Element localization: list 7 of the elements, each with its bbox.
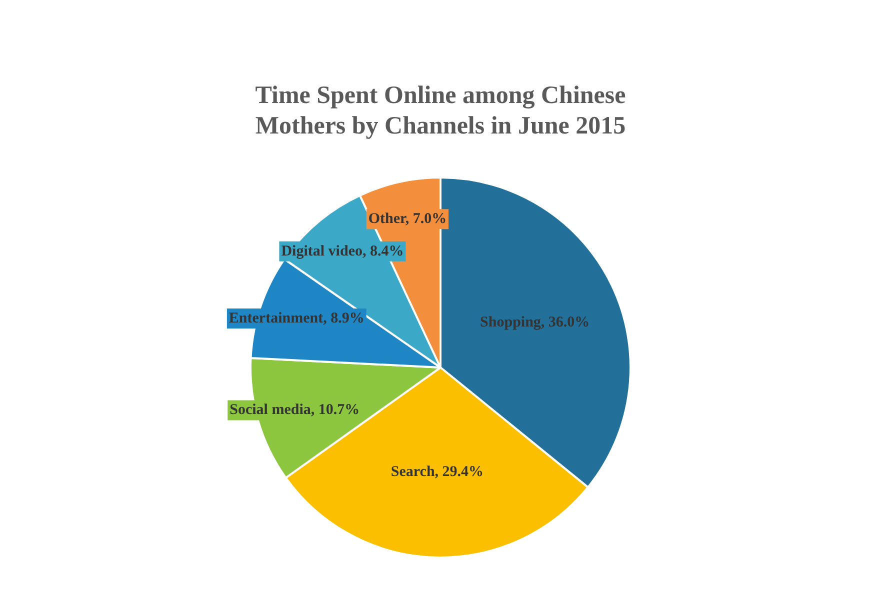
- slice-label: Search, 29.4%: [390, 464, 484, 480]
- slice-label: Other, 7.0%: [368, 211, 447, 228]
- slice-label: Entertainment, 8.9%: [228, 310, 364, 326]
- chart-title: Time Spent Online among Chinese Mothers by Channels in June 2015: [255, 82, 626, 140]
- slice-label: Digital video, 8.4%: [281, 243, 404, 260]
- slice-label: Social media, 10.7%: [230, 402, 360, 418]
- slice-label: Shopping, 36.0%: [480, 314, 590, 331]
